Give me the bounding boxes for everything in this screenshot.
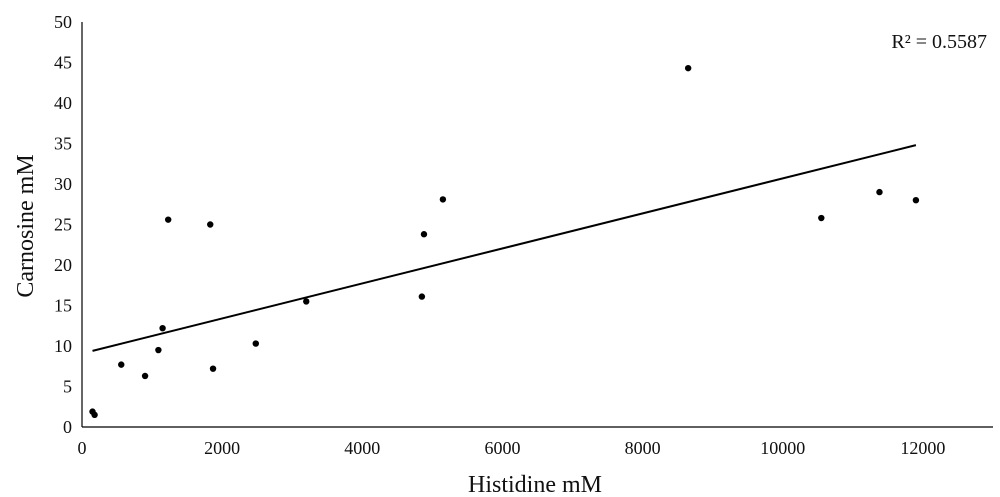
data-point	[912, 197, 920, 204]
x-tick-label: 0	[78, 438, 87, 458]
data-point	[141, 372, 149, 380]
x-tick-label: 2000	[204, 438, 240, 458]
x-tick-label: 6000	[484, 438, 520, 458]
data-point	[418, 293, 426, 300]
data-point	[91, 411, 98, 419]
data-point	[207, 221, 214, 228]
data-point	[420, 231, 428, 238]
data-point	[118, 361, 125, 368]
x-tick-label: 4000	[344, 438, 380, 458]
x-axis-title: Histidine mM	[468, 472, 602, 497]
y-tick-label: 10	[54, 336, 72, 356]
data-point	[164, 216, 172, 223]
x-tick-label: 10000	[760, 438, 805, 458]
data-point	[159, 324, 166, 332]
y-tick-label: 40	[54, 93, 72, 113]
data-point	[818, 214, 825, 222]
y-tick-label: 5	[63, 377, 72, 397]
y-axis-title: Carnosine mM	[13, 154, 39, 297]
y-tick-label: 50	[54, 12, 72, 32]
y-tick-label: 45	[54, 53, 72, 73]
data-point	[155, 346, 162, 354]
data-point	[252, 340, 259, 347]
y-axis-ticks: 0 5 10 15 20 25 30 35 40 45 50	[54, 12, 72, 437]
x-tick-label: 12000	[900, 438, 945, 458]
y-tick-label: 20	[54, 255, 72, 275]
y-tick-label: 0	[63, 417, 72, 437]
data-points	[89, 64, 920, 419]
y-tick-label: 15	[54, 296, 72, 316]
r-squared-annotation: R² = 0.5587	[891, 31, 987, 53]
y-tick-label: 25	[54, 215, 72, 235]
data-point	[209, 365, 217, 372]
y-tick-label: 30	[54, 174, 72, 194]
x-tick-label: 8000	[625, 438, 661, 458]
trendline	[92, 144, 917, 352]
data-point	[684, 64, 692, 72]
x-axis-ticks: 0 2000 4000 6000 8000 10000 12000	[78, 438, 946, 458]
y-tick-label: 35	[54, 134, 72, 154]
data-point	[303, 298, 310, 305]
data-point	[876, 188, 883, 196]
data-point	[439, 196, 447, 203]
